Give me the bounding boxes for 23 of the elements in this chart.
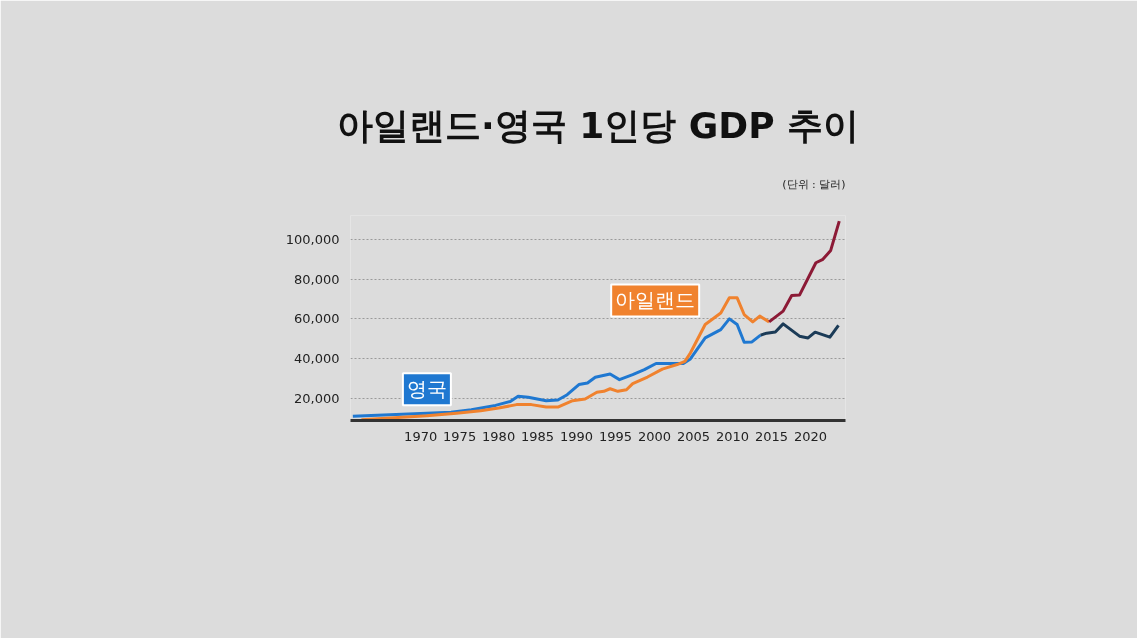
series-label: 영국 xyxy=(406,377,447,402)
series-label: 아일랜드 xyxy=(615,288,696,313)
y-tick-label: 100,000 xyxy=(285,231,340,247)
x-tick-label: 1995 xyxy=(599,428,633,444)
line-series xyxy=(759,322,840,340)
x-tick-label: 2015 xyxy=(754,428,788,444)
y-tick-label: 20,000 xyxy=(294,390,340,406)
y-tick-label: 40,000 xyxy=(294,350,340,366)
x-tick-label: 1985 xyxy=(521,428,555,444)
x-tick-label: 1975 xyxy=(443,428,477,444)
line-series xyxy=(351,317,763,418)
chart-title: 아일랜드·영국 1인당 GDP 추이 xyxy=(336,104,860,146)
x-tick-label: 1980 xyxy=(482,428,516,444)
x-tick-label: 2010 xyxy=(715,428,750,444)
chart-subtitle: (단위 : 달러) xyxy=(782,177,846,191)
x-tick-label: 2005 xyxy=(676,428,711,444)
line-series xyxy=(767,219,841,324)
x-tick-label: 1990 xyxy=(560,428,594,444)
y-tick-label: 60,000 xyxy=(294,311,340,327)
x-tick-label: 2000 xyxy=(637,428,672,444)
y-tick-label: 80,000 xyxy=(294,271,340,287)
x-tick-label: 2020 xyxy=(793,428,827,444)
x-tick-label: 1970 xyxy=(404,428,438,444)
